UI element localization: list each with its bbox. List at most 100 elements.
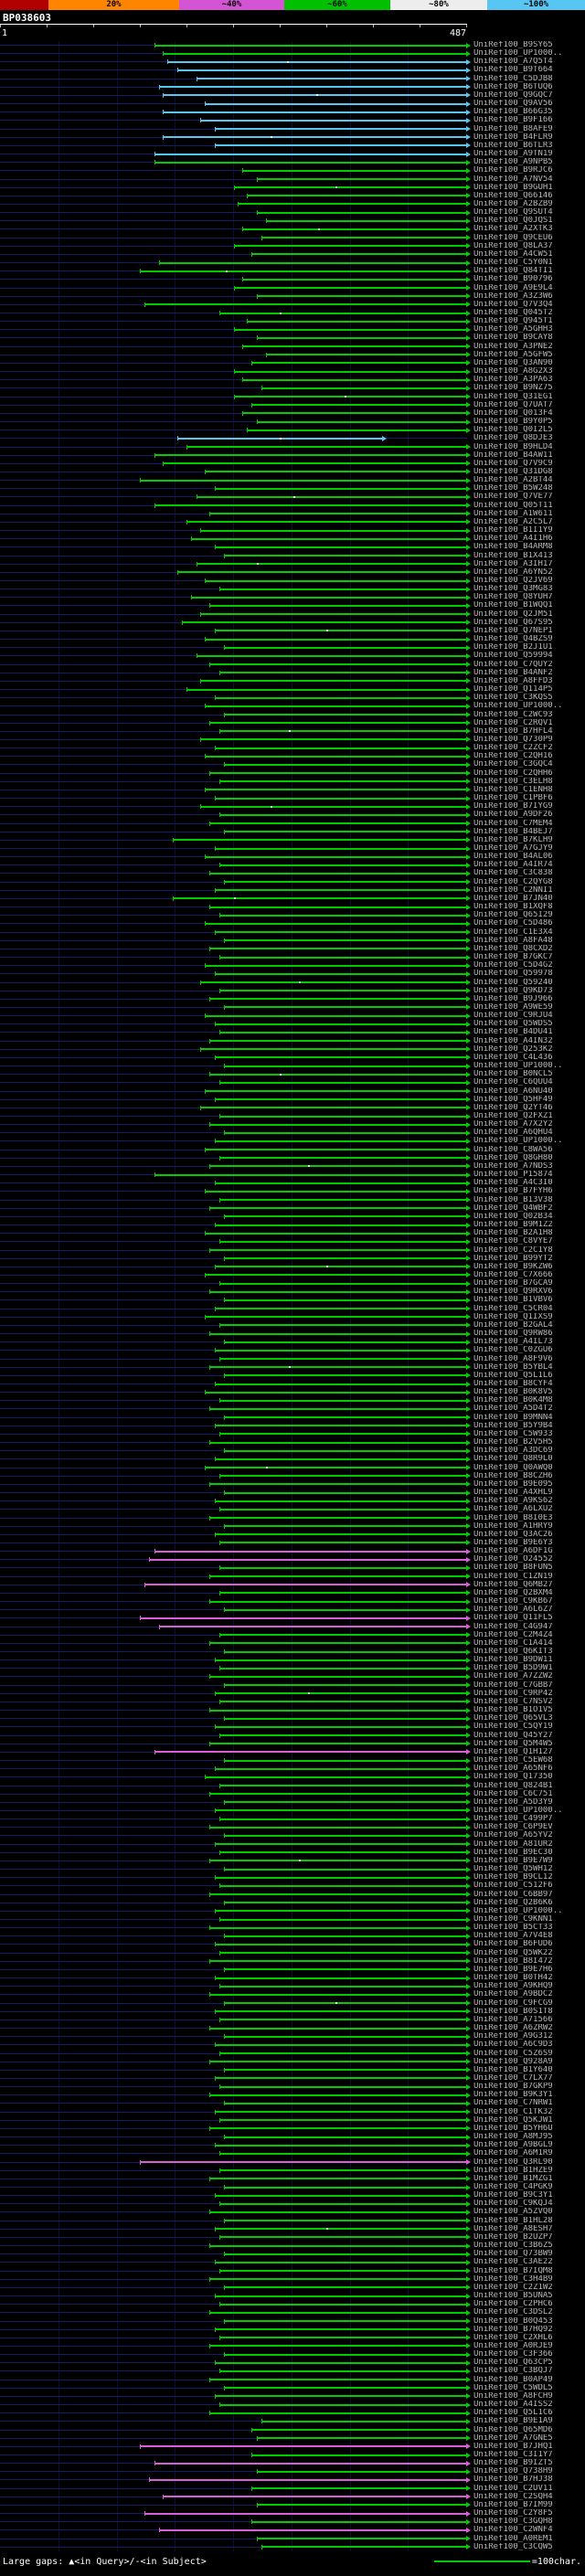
- hit-label[interactable]: UniRef100_UP1000..: [473, 49, 563, 58]
- hit-label[interactable]: UniRef100_C7MEM4: [473, 819, 553, 828]
- hit-label[interactable]: UniRef100_C3I1Y7: [473, 2451, 553, 2459]
- hit-label[interactable]: UniRef100_Q114P5: [473, 685, 553, 694]
- hit-label[interactable]: UniRef100_Q67S95: [473, 618, 553, 627]
- hit-label[interactable]: UniRef100_Q730P9: [473, 735, 553, 744]
- hit-label[interactable]: UniRef100_B1MZG1: [473, 2174, 553, 2183]
- hit-label[interactable]: UniRef100_Q45Y27: [473, 1731, 553, 1740]
- hit-label[interactable]: UniRef100_Q1H127: [473, 1747, 553, 1756]
- hit-label[interactable]: UniRef100_A7GNE5: [473, 2433, 553, 2443]
- hit-label[interactable]: UniRef100_A8MJ95: [473, 2133, 553, 2142]
- hit-label[interactable]: UniRef100_C499P7: [473, 1815, 553, 1824]
- hit-label[interactable]: UniRef100_Q5L1L6: [473, 1371, 553, 1380]
- hit-label[interactable]: UniRef100_A0REM1: [473, 2534, 553, 2543]
- hit-label[interactable]: UniRef100_C5CR04: [473, 1304, 553, 1313]
- hit-label[interactable]: UniRef100_Q9RW86: [473, 1330, 553, 1339]
- hit-label[interactable]: UniRef100_C1ZN19: [473, 1572, 553, 1581]
- hit-label[interactable]: UniRef100_B4FLR9: [473, 133, 553, 142]
- hit-label[interactable]: UniRef100_C3KQS5: [473, 694, 553, 703]
- hit-label[interactable]: UniRef100_Q05T11: [473, 501, 553, 510]
- hit-label[interactable]: UniRef100_B7HQ92: [473, 2325, 553, 2334]
- hit-label[interactable]: UniRef100_Q2JM51: [473, 610, 553, 619]
- hit-label[interactable]: UniRef100_B9K3Y1: [473, 2091, 553, 2100]
- hit-label[interactable]: UniRef100_Q59978: [473, 970, 553, 979]
- hit-label[interactable]: UniRef100_B7JN40: [473, 894, 553, 903]
- hit-label[interactable]: UniRef100_B7GKC7: [473, 953, 553, 962]
- hit-label[interactable]: UniRef100_Q253K2: [473, 1044, 553, 1054]
- hit-label[interactable]: UniRef100_A6DF1G: [473, 1547, 553, 1556]
- hit-label[interactable]: UniRef100_C5D486: [473, 919, 553, 928]
- hit-label[interactable]: UniRef100_C2C1Y8: [473, 1246, 553, 1255]
- hit-label[interactable]: UniRef100_B99YT2: [473, 1254, 553, 1263]
- hit-label[interactable]: UniRef100_Q824B1: [473, 1781, 553, 1790]
- hit-label[interactable]: UniRef100_A81UR2: [473, 1839, 553, 1849]
- hit-label[interactable]: UniRef100_C3AE22: [473, 2258, 553, 2267]
- hit-label[interactable]: UniRef100_UP1000..: [473, 702, 563, 711]
- hit-label[interactable]: UniRef100_B1XQF8: [473, 903, 553, 912]
- hit-label[interactable]: UniRef100_A2XTK3: [473, 225, 553, 234]
- hit-label[interactable]: UniRef100_C2RQV1: [473, 718, 553, 727]
- hit-label[interactable]: UniRef100_B0K4M8: [473, 1396, 553, 1405]
- hit-label[interactable]: UniRef100_B7FYH6: [473, 1187, 553, 1196]
- hit-label[interactable]: UniRef100_B13V38: [473, 1195, 553, 1204]
- hit-label[interactable]: UniRef100_C2PHC6: [473, 2300, 553, 2309]
- hit-label[interactable]: UniRef100_A4IN32: [473, 1036, 553, 1045]
- hit-label[interactable]: UniRef100_A8F9V6: [473, 1354, 553, 1363]
- hit-label[interactable]: UniRef100_C5Y0N1: [473, 259, 553, 268]
- hit-label[interactable]: UniRef100_B0AP49: [473, 2375, 553, 2384]
- hit-label[interactable]: UniRef100_A0RJE9: [473, 2341, 553, 2350]
- hit-label[interactable]: UniRef100_Q2JV69: [473, 577, 553, 585]
- hit-label[interactable]: UniRef100_Q0JQS1: [473, 217, 553, 226]
- hit-label[interactable]: UniRef100_Q5HF49: [473, 1095, 553, 1104]
- hit-label[interactable]: UniRef100_B1O1V5: [473, 1706, 553, 1715]
- hit-label[interactable]: UniRef100_C5WDL5: [473, 2383, 553, 2392]
- hit-label[interactable]: UniRef100_Q65I29: [473, 911, 553, 920]
- hit-label[interactable]: UniRef100_C4G947: [473, 1622, 553, 1631]
- hit-label[interactable]: UniRef100_B9HLD4: [473, 442, 553, 451]
- hit-label[interactable]: UniRef100_C4L436: [473, 1053, 553, 1062]
- hit-label[interactable]: UniRef100_A5GFW5: [473, 350, 553, 359]
- hit-label[interactable]: UniRef100_B9Y0P5: [473, 418, 553, 427]
- hit-label[interactable]: UniRef100_C1A414: [473, 1638, 553, 1648]
- hit-label[interactable]: UniRef100_B8CYF4: [473, 1380, 553, 1388]
- hit-label[interactable]: UniRef100_B9IZT5: [473, 2459, 553, 2468]
- hit-label[interactable]: UniRef100_B7GKP9: [473, 2083, 553, 2092]
- hit-label[interactable]: UniRef100_A8FA48: [473, 936, 553, 945]
- hit-label[interactable]: UniRef100_C7NSV2: [473, 1697, 553, 1706]
- hit-label[interactable]: UniRef100_B9EC30: [473, 1848, 553, 1857]
- hit-label[interactable]: UniRef100_B66G35: [473, 108, 553, 117]
- hit-label[interactable]: UniRef100_C5DJB8: [473, 74, 553, 83]
- hit-label[interactable]: UniRef100_Q013F4: [473, 408, 553, 418]
- hit-label[interactable]: UniRef100_C3C838: [473, 869, 553, 878]
- hit-label[interactable]: UniRef100_A4XHL9: [473, 1489, 553, 1498]
- hit-label[interactable]: UniRef100_A9G312: [473, 2032, 553, 2041]
- hit-label[interactable]: UniRef100_UP1000..: [473, 1806, 563, 1815]
- hit-label[interactable]: UniRef100_A3Z3W6: [473, 292, 553, 301]
- hit-label[interactable]: UniRef100_O24552: [473, 1555, 553, 1564]
- hit-label[interactable]: UniRef100_A9BGL9: [473, 2141, 553, 2150]
- hit-label[interactable]: UniRef100_C9RJU4: [473, 1012, 553, 1021]
- hit-label[interactable]: UniRef100_B5W248: [473, 484, 553, 493]
- hit-label[interactable]: UniRef100_C4PGK9: [473, 2183, 553, 2191]
- hit-label[interactable]: UniRef100_C2Z1W2: [473, 2283, 553, 2292]
- hit-label[interactable]: UniRef100_Q3AN90: [473, 358, 553, 367]
- hit-label[interactable]: UniRef100_A9BDC2: [473, 1990, 553, 1999]
- hit-label[interactable]: UniRef100_Q6KIT3: [473, 1648, 553, 1656]
- hit-label[interactable]: UniRef100_Q2YT46: [473, 1103, 553, 1112]
- hit-label[interactable]: UniRef100_B4BEJ7: [473, 827, 553, 836]
- hit-label[interactable]: UniRef100_B9NZ75: [473, 384, 553, 393]
- hit-label[interactable]: UniRef100_Q65MD6: [473, 2425, 553, 2434]
- hit-label[interactable]: UniRef100_Q2FXZ1: [473, 1112, 553, 1120]
- hit-label[interactable]: UniRef100_A3DC69: [473, 1447, 553, 1456]
- hit-label[interactable]: UniRef100_B4AL06: [473, 853, 553, 862]
- hit-label[interactable]: UniRef100_C9FCG9: [473, 1998, 553, 2008]
- hit-label[interactable]: UniRef100_A5ZVQ0: [473, 2208, 553, 2217]
- hit-label[interactable]: UniRef100_C5QY19: [473, 1723, 553, 1732]
- hit-label[interactable]: UniRef100_Q7VE77: [473, 493, 553, 502]
- hit-label[interactable]: UniRef100_B7IQM8: [473, 2266, 553, 2275]
- hit-label[interactable]: UniRef100_B1I1Y9: [473, 526, 553, 535]
- hit-label[interactable]: UniRef100_C512F6: [473, 1882, 553, 1891]
- hit-label[interactable]: UniRef100_Q945T1: [473, 317, 553, 326]
- hit-label[interactable]: UniRef100_Q63CP5: [473, 2359, 553, 2368]
- hit-label[interactable]: UniRef100_B7IYG9: [473, 802, 553, 811]
- hit-label[interactable]: UniRef100_B4ARM8: [473, 543, 553, 552]
